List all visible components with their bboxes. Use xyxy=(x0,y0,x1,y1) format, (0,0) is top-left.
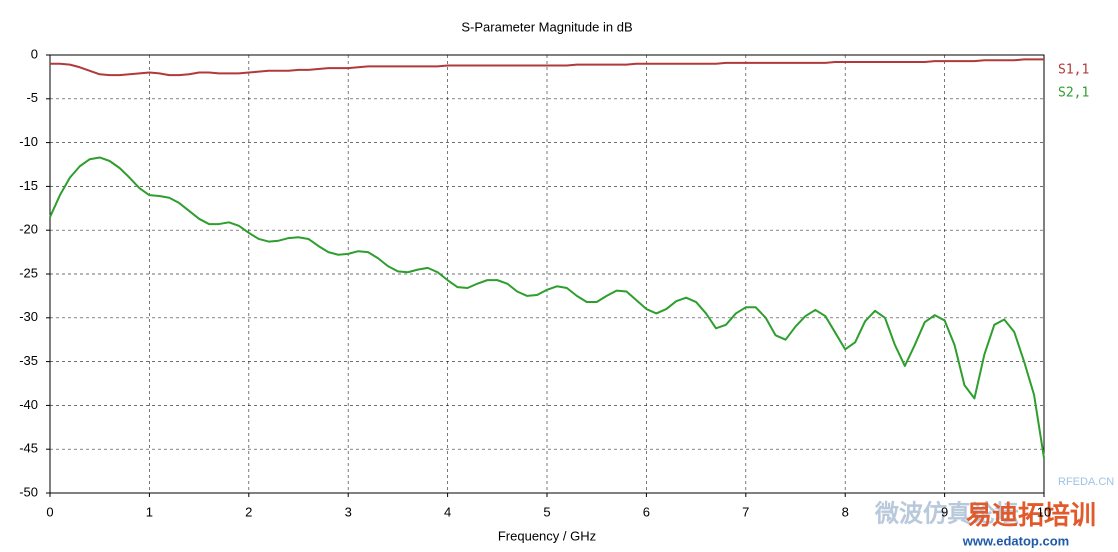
y-tick-label: -5 xyxy=(26,90,38,105)
watermark: www.edatop.com xyxy=(962,533,1069,548)
y-tick-label: 0 xyxy=(31,46,38,61)
watermark: 微波仿真论坛 xyxy=(874,499,1019,527)
y-tick-label: -40 xyxy=(19,397,38,412)
x-tick-label: 10 xyxy=(1037,504,1051,519)
y-tick-label: -30 xyxy=(19,309,38,324)
legend-label: S1,1 xyxy=(1058,63,1089,78)
y-tick-label: -35 xyxy=(19,353,38,368)
plot-frame xyxy=(49,54,1045,494)
x-tick-label: 1 xyxy=(146,504,153,519)
y-tick-label: -45 xyxy=(19,441,38,456)
y-tick-label: -15 xyxy=(19,178,38,193)
y-tick-label: -10 xyxy=(19,134,38,149)
chart-title: S-Parameter Magnitude in dB xyxy=(461,19,632,34)
watermark: 易迪拓培训 xyxy=(966,500,1096,530)
legend-label: S2,1 xyxy=(1058,86,1089,101)
y-tick-label: -20 xyxy=(19,222,38,237)
x-tick-label: 8 xyxy=(842,504,849,519)
x-tick-label: 9 xyxy=(941,504,948,519)
y-tick-label: -25 xyxy=(19,265,38,280)
y-tick-label: -50 xyxy=(19,484,38,499)
x-axis-label: Frequency / GHz xyxy=(498,528,596,543)
x-tick-label: 0 xyxy=(46,504,53,519)
series-line xyxy=(49,156,1045,459)
x-tick-label: 3 xyxy=(345,504,352,519)
watermark: RFEDA.CN xyxy=(1058,476,1114,488)
x-tick-label: 2 xyxy=(245,504,252,519)
x-tick-label: 7 xyxy=(742,504,749,519)
series-line xyxy=(50,58,1044,77)
x-tick-label: 6 xyxy=(643,504,650,519)
x-tick-label: 5 xyxy=(543,504,550,519)
x-tick-label: 4 xyxy=(444,504,451,519)
